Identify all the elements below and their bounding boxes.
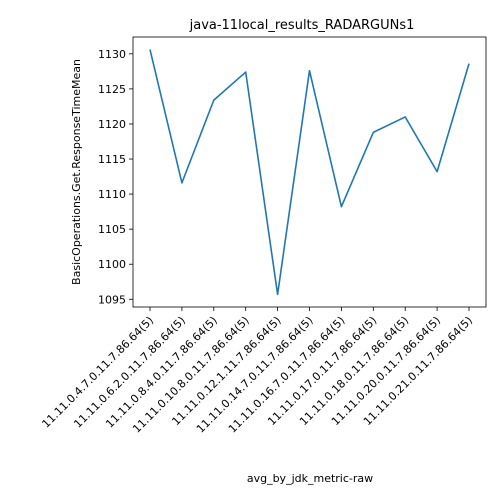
chart-title: java-11local_results_RADARGUNs1 xyxy=(189,18,415,33)
y-tick-label: 1100 xyxy=(98,258,126,271)
x-axis-label: avg_by_jdk_metric-raw xyxy=(247,472,373,485)
y-tick-label: 1130 xyxy=(98,48,126,61)
y-tick-label: 1115 xyxy=(98,153,126,166)
y-tick-label: 1095 xyxy=(98,293,126,306)
y-axis: 1095 1100 1105 1110 1115 1120 1125 1130 xyxy=(98,48,133,306)
y-axis-label: BasicOperations.Get.ResponseTimeMean xyxy=(70,59,83,285)
y-tick-label: 1120 xyxy=(98,118,126,131)
y-tick-label: 1110 xyxy=(98,188,126,201)
y-tick-label: 1125 xyxy=(98,83,126,96)
y-tick-label: 1105 xyxy=(98,223,126,236)
series-line xyxy=(149,49,470,296)
